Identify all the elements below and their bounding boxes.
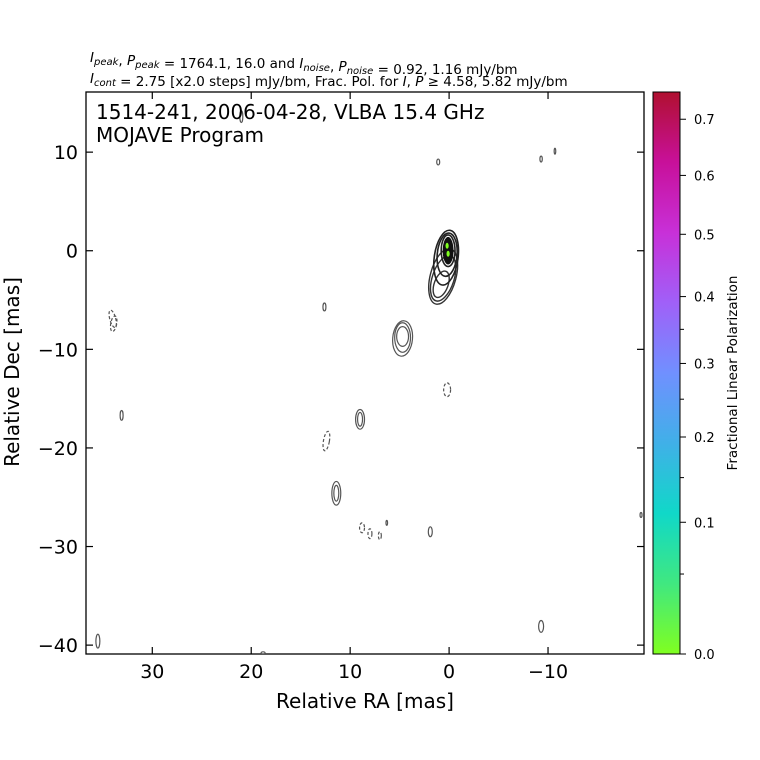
colorbar-label: Fractional Linear Polarization xyxy=(725,276,741,471)
contour-layer xyxy=(95,110,643,654)
positive-contour xyxy=(331,480,342,506)
header-contour-line: Icont = 2.75 [x2.0 steps] mJy/bm, Frac. … xyxy=(90,71,568,90)
x-tick-label: −10 xyxy=(528,661,568,683)
colorbar-ticks: 0.0 0.1 0.2 0.3 0.4 0.5 0.6 0.7 xyxy=(680,113,715,663)
positive-contour xyxy=(356,411,364,427)
plot-title-source: 1514-241, 2006-04-28, VLBA 15.4 GHz xyxy=(96,100,484,124)
plot-title-program: MOJAVE Program xyxy=(96,123,264,147)
negative-contour xyxy=(109,315,118,333)
positive-contour xyxy=(355,408,366,430)
colorbar-tick-label: 0.7 xyxy=(694,113,715,128)
negative-contour xyxy=(108,309,117,328)
positive-contour xyxy=(260,651,266,654)
polarization-patch xyxy=(445,242,449,249)
x-tick-label: 30 xyxy=(140,661,164,683)
colorbar-tick-label: 0.4 xyxy=(694,291,715,306)
x-tick-label: 20 xyxy=(239,661,263,683)
y-tick-label: −10 xyxy=(38,339,78,361)
colorbar-tick-label: 0.2 xyxy=(694,431,715,446)
colorbar-tick-label: 0.5 xyxy=(694,228,715,243)
colorbar-tick-label: 0.1 xyxy=(694,516,715,531)
positive-contour xyxy=(427,526,433,538)
y-axis-label: Relative Dec [mas] xyxy=(0,277,24,467)
axis-ticks: 30 20 10 0 −10 10 0 −10 −20 −30 −40 xyxy=(38,92,644,683)
positive-contour xyxy=(538,619,545,633)
jet-contour xyxy=(432,270,450,299)
colorbar-tick-label: 0.0 xyxy=(694,648,715,663)
header-intensity-line: Ipeak, Ppeak = 1764.1, 16.0 and Inoise, … xyxy=(90,50,518,78)
core-contour xyxy=(432,229,460,286)
positive-contour xyxy=(333,484,340,502)
colorbar xyxy=(652,91,681,655)
x-axis-label: Relative RA [mas] xyxy=(276,689,454,713)
negative-contour xyxy=(367,528,373,540)
positive-contour xyxy=(322,302,327,312)
positive-contour xyxy=(385,519,389,526)
positive-contour xyxy=(539,155,543,163)
core-contour xyxy=(436,232,458,278)
positive-contour xyxy=(239,110,244,124)
colorbar-tick-label: 0.6 xyxy=(694,169,715,184)
y-tick-label: −30 xyxy=(38,537,78,559)
polarization-patch xyxy=(446,250,450,257)
positive-contour xyxy=(119,409,124,421)
negative-contour xyxy=(377,531,382,541)
positive-contour xyxy=(396,326,410,347)
y-tick-label: 10 xyxy=(54,142,78,164)
colorbar-tick-label: 0.3 xyxy=(694,357,715,372)
x-tick-label: 0 xyxy=(443,661,455,683)
negative-contour xyxy=(358,522,366,534)
y-tick-label: 0 xyxy=(66,241,78,263)
negative-contour xyxy=(322,430,331,452)
positive-contour xyxy=(95,633,101,649)
y-tick-label: −40 xyxy=(38,635,78,657)
core-contour xyxy=(440,234,456,268)
plot-frame xyxy=(85,91,645,655)
positive-contour xyxy=(553,147,557,155)
y-tick-label: −20 xyxy=(38,438,78,460)
negative-contour xyxy=(443,382,452,398)
positive-contour xyxy=(436,158,441,166)
positive-contour xyxy=(394,322,412,353)
x-tick-label: 10 xyxy=(338,661,362,683)
positive-contour xyxy=(392,320,414,357)
positive-contour xyxy=(639,511,643,519)
